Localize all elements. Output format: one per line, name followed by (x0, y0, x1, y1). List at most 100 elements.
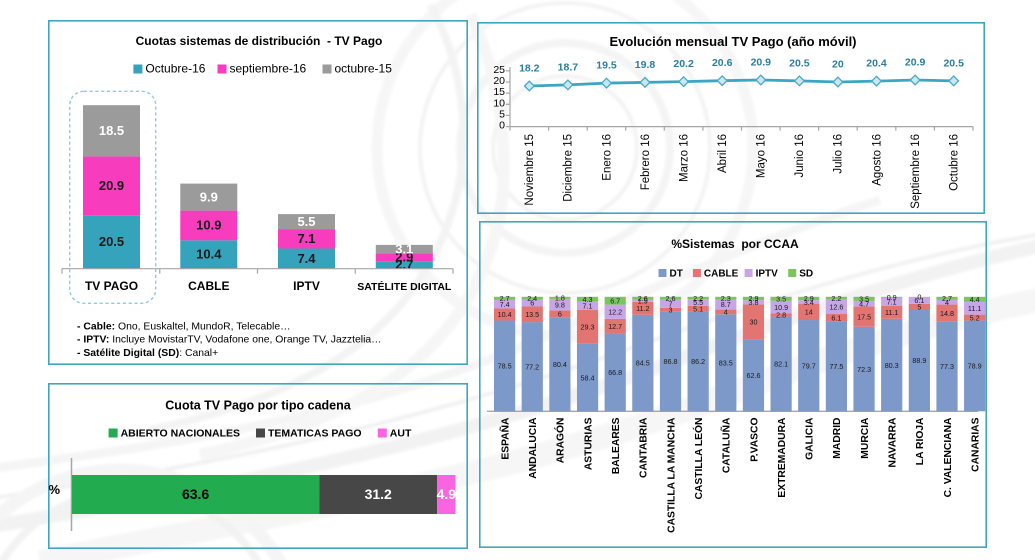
svg-text:BALEARES: BALEARES (611, 417, 622, 474)
svg-text:2.8: 2.8 (776, 311, 786, 320)
svg-text:6: 6 (558, 310, 562, 319)
svg-text:83.5: 83.5 (719, 359, 733, 368)
svg-text:62.6: 62.6 (747, 371, 761, 380)
svg-text:14: 14 (805, 308, 813, 317)
svg-text:NAVARRA: NAVARRA (888, 417, 899, 468)
svg-text:TV PAGO: TV PAGO (85, 279, 138, 293)
svg-text:Abril 16: Abril 16 (717, 134, 729, 173)
svg-text:Octubre 16: Octubre 16 (949, 134, 961, 191)
svg-text:4.9: 4.9 (437, 486, 457, 502)
svg-text:DT: DT (670, 269, 683, 280)
svg-text:MADRID: MADRID (832, 418, 843, 459)
svg-text:14.8: 14.8 (940, 309, 954, 318)
svg-text:86.2: 86.2 (691, 357, 705, 366)
svg-text:6: 6 (530, 299, 534, 308)
svg-text:2.4: 2.4 (527, 294, 537, 303)
svg-text:CANTABRIA: CANTABRIA (639, 417, 650, 478)
svg-text:0: 0 (917, 293, 921, 302)
svg-text:Diciembre 15: Diciembre 15 (563, 134, 575, 202)
svg-text:7.1: 7.1 (887, 298, 897, 307)
svg-text:7.1: 7.1 (297, 231, 315, 246)
svg-text:4: 4 (724, 308, 728, 317)
svg-text:19.5: 19.5 (596, 60, 617, 72)
svg-text:7.1: 7.1 (583, 302, 593, 311)
svg-text:Cuotas sistemas de distribució: Cuotas sistemas de distribución - TV Pag… (136, 34, 383, 48)
svg-text:Mayo 16: Mayo 16 (756, 134, 768, 178)
svg-text:5: 5 (499, 109, 505, 121)
svg-text:18.7: 18.7 (558, 61, 579, 73)
svg-text:AUT: AUT (390, 428, 412, 440)
svg-text:17.5: 17.5 (857, 312, 871, 321)
svg-text:ASTURIAS: ASTURIAS (583, 417, 594, 470)
svg-text:20.5: 20.5 (99, 234, 124, 249)
svg-text:6.1: 6.1 (831, 313, 841, 322)
svg-text:2.6: 2.6 (638, 294, 648, 303)
svg-text:P.VASCO: P.VASCO (749, 418, 760, 462)
svg-text:9.9: 9.9 (200, 189, 218, 204)
svg-text:CANARIAS: CANARIAS (970, 417, 981, 471)
svg-text:3.4: 3.4 (804, 298, 814, 307)
svg-text:1.9: 1.9 (638, 297, 648, 306)
svg-text:5.2: 5.2 (970, 313, 980, 322)
svg-text:Septiembre 16: Septiembre 16 (910, 134, 922, 209)
svg-text:63.6: 63.6 (182, 486, 209, 502)
svg-text:2.2: 2.2 (831, 294, 841, 303)
svg-text:12.2: 12.2 (608, 307, 622, 316)
svg-text:5.1: 5.1 (693, 304, 703, 313)
svg-text:18.5: 18.5 (99, 123, 124, 138)
svg-text:20.9: 20.9 (751, 57, 772, 69)
svg-text:SD: SD (799, 269, 813, 280)
svg-text:CASTILLA LEÓN: CASTILLA LEÓN (692, 418, 705, 500)
svg-text:SATÉLITE DIGITAL: SATÉLITE DIGITAL (357, 280, 452, 293)
svg-text:CASTILLA LA MANCHA: CASTILLA LA MANCHA (666, 417, 677, 533)
svg-text:20.9: 20.9 (905, 57, 926, 69)
svg-text:0: 0 (499, 120, 505, 132)
svg-text:7.4: 7.4 (297, 251, 316, 266)
svg-text:29.3: 29.3 (581, 323, 595, 332)
svg-text:4.4: 4.4 (970, 295, 980, 304)
svg-text:5.5: 5.5 (297, 214, 315, 229)
svg-text:Enero 16: Enero 16 (601, 134, 613, 181)
svg-text:3.1: 3.1 (395, 241, 413, 256)
svg-text:7.4: 7.4 (500, 300, 510, 309)
svg-text:10.4: 10.4 (196, 247, 222, 262)
svg-text:10.9: 10.9 (196, 218, 221, 233)
svg-text:ESPAÑA: ESPAÑA (498, 417, 511, 460)
svg-text:79.7: 79.7 (802, 361, 816, 370)
svg-text:9.8: 9.8 (555, 300, 565, 309)
svg-text:88.9: 88.9 (912, 356, 926, 365)
svg-text:12.7: 12.7 (608, 322, 622, 331)
svg-text:8.7: 8.7 (721, 300, 731, 309)
svg-text:77.3: 77.3 (940, 362, 954, 371)
svg-text:66.8: 66.8 (608, 368, 622, 377)
svg-text:Noviembre 15: Noviembre 15 (524, 134, 536, 206)
svg-text:GALICIA: GALICIA (805, 417, 816, 460)
svg-text:%: % (49, 482, 61, 497)
svg-text:77.2: 77.2 (525, 362, 539, 371)
svg-text:IPTV: IPTV (293, 279, 320, 293)
svg-text:11.1: 11.1 (968, 304, 981, 313)
svg-text:Cuota TV Pago por tipo cadena: Cuota TV Pago por tipo cadena (165, 399, 351, 413)
svg-text:Julio 16: Julio 16 (833, 134, 845, 174)
svg-text:ARAGÓN: ARAGÓN (554, 418, 567, 464)
svg-text:20.5: 20.5 (789, 57, 810, 69)
svg-text:Febrero 16: Febrero 16 (640, 134, 652, 190)
svg-text:ABIERTO NACIONALES: ABIERTO NACIONALES (121, 428, 240, 440)
svg-text:20.2: 20.2 (673, 58, 694, 70)
svg-text:12.6: 12.6 (829, 302, 843, 311)
svg-text:Agosto 16: Agosto 16 (871, 134, 883, 186)
svg-text:7: 7 (669, 300, 673, 309)
svg-text:Marzo 16: Marzo 16 (678, 134, 690, 182)
svg-text:15: 15 (493, 86, 505, 98)
svg-text:4: 4 (945, 298, 949, 307)
svg-text:Junio 16: Junio 16 (794, 134, 806, 177)
svg-text:10.4: 10.4 (498, 310, 512, 319)
svg-text:- Satélite Digital (SD): Canal: - Satélite Digital (SD): Canal+ (77, 348, 218, 359)
svg-text:30: 30 (750, 318, 758, 327)
svg-text:77.5: 77.5 (829, 362, 843, 371)
svg-text:CATALUÑA: CATALUÑA (720, 417, 733, 473)
svg-text:LA RIOJA: LA RIOJA (915, 417, 926, 465)
svg-text:3.8: 3.8 (749, 298, 759, 307)
svg-text:4.7: 4.7 (859, 299, 869, 308)
svg-text:- IPTV: Incluye MovistarTV, Vo: - IPTV: Incluye MovistarTV, Vodafone one… (77, 335, 382, 346)
